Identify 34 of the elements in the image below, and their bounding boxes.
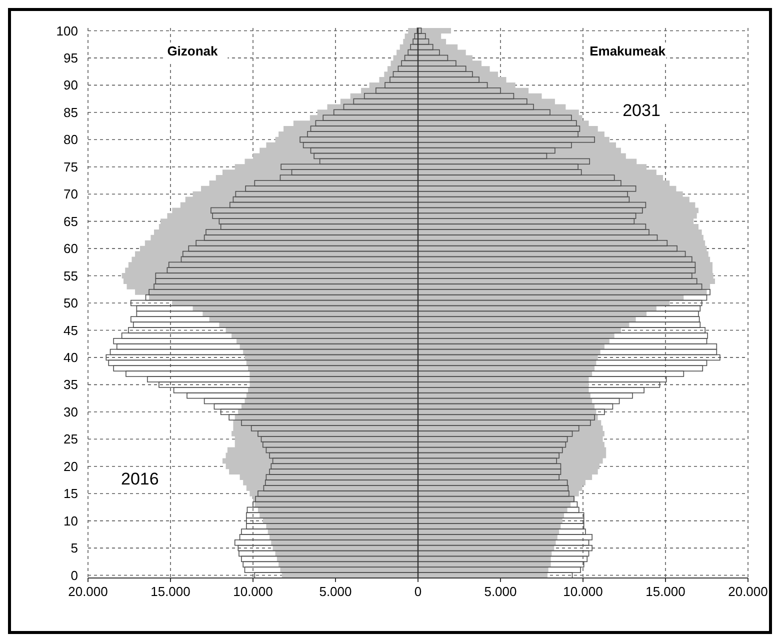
x-tick-label: 5.000 [319, 584, 352, 599]
y-tick-label: 10 [64, 513, 78, 528]
x-tick-label: 15.000 [646, 584, 686, 599]
y-tick-label: 5 [70, 540, 78, 556]
x-tick-label: 10.000 [233, 584, 273, 599]
y-tick-label: 35 [64, 377, 78, 392]
x-tick-label: 10.000 [563, 584, 603, 599]
y-tick-label: 100 [56, 23, 78, 38]
x-tick-label: 20.000 [728, 584, 768, 599]
y-tick-label: 20 [64, 458, 78, 474]
y-tick-label: 70 [64, 186, 78, 202]
annotation: 2031 [622, 101, 660, 120]
y-tick-label: 85 [64, 104, 78, 120]
y-tick-label: 45 [64, 322, 78, 338]
y-tick-label: 50 [64, 296, 78, 311]
y-tick-label: 60 [64, 241, 78, 256]
x-tick-label: 15.000 [150, 584, 190, 599]
annotation: 2016 [121, 470, 159, 488]
x-tick-label: 0 [414, 584, 422, 599]
y-tick-label: 90 [64, 78, 78, 93]
y-tick-label: 75 [64, 159, 78, 174]
y-tick-label: 65 [64, 214, 78, 229]
annotation: Emakumeak [590, 44, 666, 58]
y-tick-label: 30 [64, 404, 78, 420]
y-tick-label: 95 [64, 50, 78, 66]
annotation: Gizonak [167, 44, 219, 58]
y-tick-label: 15 [64, 486, 78, 502]
y-tick-label: 80 [64, 132, 78, 148]
y-tick-label: 55 [64, 268, 78, 284]
y-tick-label: 40 [64, 350, 78, 366]
y-tick-label: 0 [70, 568, 78, 583]
x-tick-label: 20.000 [68, 584, 108, 599]
y-tick-label: 25 [64, 432, 78, 447]
x-tick-label: 5.000 [484, 584, 517, 599]
